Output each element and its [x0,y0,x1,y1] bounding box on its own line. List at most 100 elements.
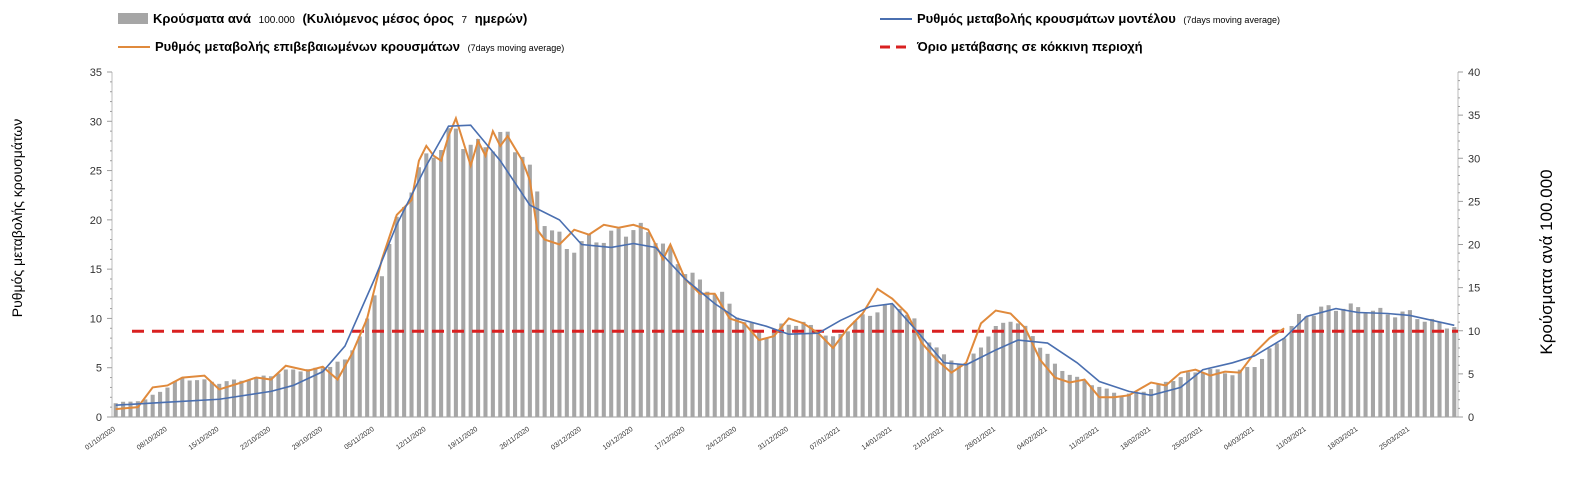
bar [439,150,444,417]
bar [1274,343,1279,417]
bar [564,249,569,417]
bar [217,383,222,417]
bar [1126,393,1131,417]
bar [712,294,717,417]
x-tick-label: 10/12/2020 [602,426,635,452]
bar [446,128,451,418]
bar [1178,377,1183,417]
bar [1052,363,1057,417]
bar [579,241,584,417]
bar [1038,347,1043,417]
x-tick-label: 26/11/2020 [499,426,531,452]
bar [1008,321,1013,417]
bar [1319,306,1324,417]
bar [927,342,932,417]
y-left-tick-label: 5 [96,363,102,375]
line-series [115,115,1455,411]
bar [1289,325,1294,417]
bar [705,291,710,417]
bar [786,324,791,417]
bar [683,274,688,417]
bar [402,206,407,417]
model-line [115,124,1455,406]
bar [631,230,636,417]
x-tick-label: 14/01/2021 [861,426,894,452]
x-tick-label: 04/02/2021 [1016,426,1049,452]
x-tick-label: 11/03/2021 [1275,426,1307,452]
x-tick-label: 05/11/2020 [343,426,375,452]
bar [394,216,399,417]
bar [1333,310,1339,417]
legend-item-confirmed: Ρυθμός μεταβολής επιβεβαιωμένων κρουσμάτ… [118,39,564,54]
bar [956,364,961,417]
x-tick-label: 07/01/2021 [809,426,842,452]
bar [483,147,488,418]
legend-label-model-small: (7days moving average) [1183,15,1280,25]
bar [1230,375,1235,417]
bar [320,368,325,417]
bar [1252,367,1257,417]
bar [1082,380,1087,417]
bar [868,315,873,417]
bar [328,366,333,417]
y-right-tick-label: 25 [1468,196,1480,208]
bar [1363,313,1368,417]
bar [1311,315,1316,417]
bar [904,314,910,417]
bar [779,323,784,417]
bar [831,336,836,417]
bar [993,326,998,417]
legend: Κρούσματα ανά 100.000 (Κυλιόμενος μέσος … [118,11,1280,54]
x-tick-label: 19/11/2020 [447,426,479,452]
bar [1001,322,1006,417]
bar [1134,391,1139,417]
bar [1193,372,1198,417]
y-right-tick-label: 20 [1468,240,1480,252]
bar [557,231,562,417]
legend-label-bars-main: Κρούσματα ανά [153,11,251,26]
bar [158,391,163,417]
bar [594,242,599,417]
bar [986,336,991,417]
bar [1171,381,1176,417]
bar [1326,305,1331,417]
bar [964,363,969,417]
bar [1296,313,1302,417]
bar [1348,303,1353,417]
bar [1393,317,1398,417]
bar [1097,386,1102,417]
bar [1015,323,1020,417]
bar [490,151,495,417]
bar [771,329,776,417]
bar [283,369,288,417]
bar [1452,327,1457,417]
bar [550,230,555,417]
bar [1223,373,1228,417]
bar [697,279,702,417]
bar [668,246,673,417]
bar [416,167,421,417]
bar [335,361,340,417]
bar [453,128,458,417]
bar [476,138,481,417]
svg-text:Κρούσματα ανά 100.000: Κρούσματα ανά 100.000 (Κυλιόμενος μέσος … [153,11,527,26]
bar [646,232,651,417]
bar [919,330,924,417]
bar [1407,310,1412,417]
legend-item-threshold: Όριο μετάβασης σε κόκκινη περιοχή [880,39,1143,54]
bar [1259,358,1265,417]
x-tick-label: 17/12/2020 [654,426,687,452]
legend-label-bars-paren: (Κυλιόμενος μέσος όρος [302,11,454,26]
bar [764,338,769,417]
x-tick-label: 22/10/2020 [239,426,272,452]
bar [291,369,296,417]
x-tick-label: 24/12/2020 [705,426,738,452]
bar [150,394,155,417]
bar [1030,336,1035,417]
bar [1304,316,1309,417]
bar [934,347,939,417]
bar [172,381,177,417]
bar [882,304,887,417]
x-tick-label: 03/12/2020 [550,426,583,452]
svg-text:Ρυθμός μεταβολής κρουσμάτων μο: Ρυθμός μεταβολής κρουσμάτων μοντέλου (7d… [917,11,1280,26]
